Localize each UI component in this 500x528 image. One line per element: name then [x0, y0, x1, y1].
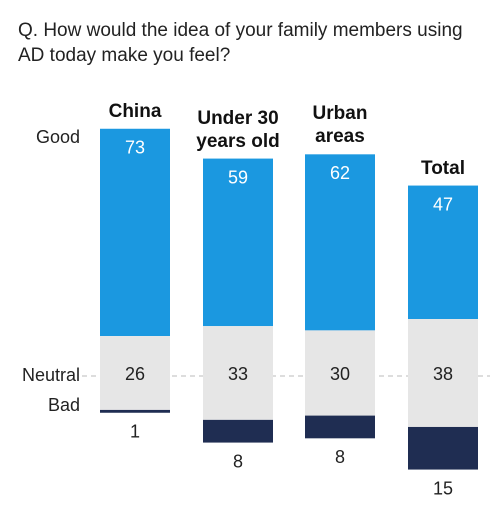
bar-bad [203, 419, 273, 443]
value-label: 1 [130, 422, 140, 442]
value-label: 38 [433, 364, 453, 384]
value-label: 59 [228, 167, 248, 187]
bar-neutral [305, 330, 375, 416]
bar-bad [408, 426, 478, 470]
value-label: 47 [433, 194, 453, 214]
bar-neutral [408, 319, 478, 427]
value-label: 30 [330, 364, 350, 384]
bar-bad [305, 415, 375, 439]
category-label: Urban areas [312, 103, 368, 148]
category-label: Total [421, 157, 465, 179]
value-label: 26 [125, 364, 145, 384]
category-label: China [108, 100, 162, 122]
bar-neutral [100, 336, 170, 410]
bar-good [305, 154, 375, 331]
value-label: 8 [335, 447, 345, 467]
chart-title: Q. How would the idea of your family mem… [18, 20, 463, 66]
value-label: 8 [233, 451, 243, 471]
bar-bad [100, 409, 170, 413]
bar-good [203, 158, 273, 327]
series-label: Bad [48, 395, 80, 415]
series-label: Good [36, 127, 80, 147]
category-label: Under 30 years old [196, 107, 280, 152]
value-label: 73 [125, 138, 145, 158]
series-label: Neutral [22, 365, 80, 385]
bar-neutral [203, 326, 273, 420]
bar-good [408, 185, 478, 320]
value-label: 15 [433, 478, 453, 498]
value-label: 33 [228, 364, 248, 384]
bar-good [100, 128, 170, 337]
value-label: 62 [330, 163, 350, 183]
